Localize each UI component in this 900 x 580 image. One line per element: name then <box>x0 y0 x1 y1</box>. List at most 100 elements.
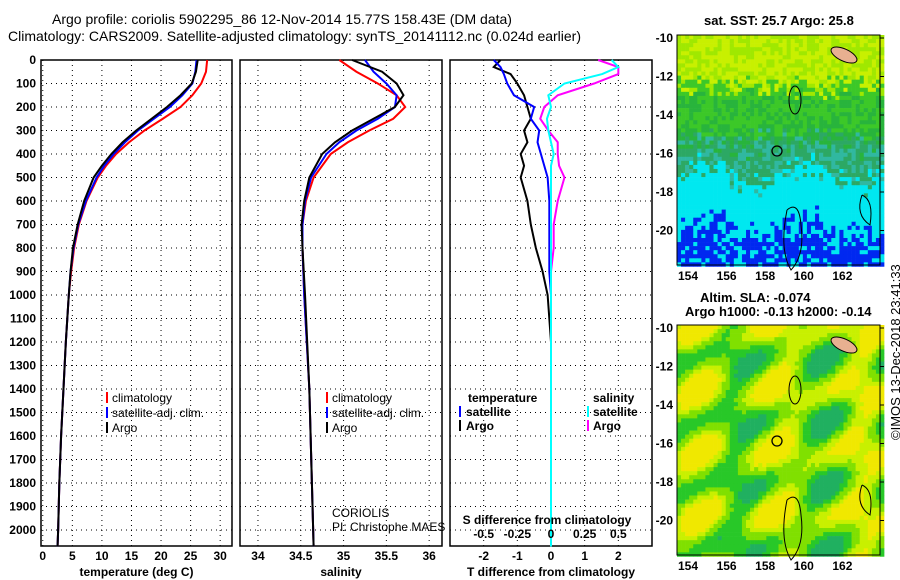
map-cell <box>729 471 735 476</box>
map-cell <box>839 463 844 468</box>
map-cell <box>766 132 771 137</box>
map-cell <box>790 438 796 444</box>
map-cell <box>863 112 869 117</box>
map-cell <box>819 87 824 93</box>
map-cell <box>733 128 739 133</box>
map-cell <box>705 95 710 101</box>
map-cell <box>754 402 759 407</box>
map-cell <box>713 349 718 354</box>
map-cell <box>746 99 751 105</box>
map-cell <box>685 124 690 129</box>
map-cell <box>778 254 783 259</box>
map-cell <box>729 450 735 456</box>
map-cell <box>758 124 763 129</box>
map-cell <box>802 345 808 350</box>
map-cell <box>819 128 824 133</box>
map-cell <box>815 254 820 259</box>
map-cell <box>766 389 771 395</box>
map-cell <box>693 430 698 435</box>
map-cell <box>774 35 779 40</box>
map-cell <box>750 193 755 198</box>
map-cell <box>802 193 808 198</box>
map-cell <box>859 221 865 227</box>
map-cell <box>741 369 747 375</box>
map-cell <box>701 353 706 358</box>
map-cell <box>798 434 804 439</box>
map-cell <box>750 112 755 117</box>
map-cell <box>741 193 747 198</box>
map-cell <box>786 398 791 403</box>
map-cell <box>746 124 751 129</box>
map-cell <box>754 467 759 472</box>
map-cell <box>754 168 759 174</box>
map-cell <box>717 246 722 251</box>
map-cell <box>831 438 836 444</box>
map-cell <box>827 193 832 198</box>
map-cell <box>835 361 840 366</box>
map-cell <box>766 471 771 476</box>
map-cell <box>810 325 816 330</box>
map-cell <box>733 418 739 423</box>
map-cell <box>737 246 743 251</box>
map-cell <box>794 87 800 93</box>
map-cell <box>810 410 816 415</box>
map-cell <box>685 442 690 448</box>
map-cell <box>880 373 885 379</box>
map-cell <box>685 156 690 162</box>
map-cell <box>794 414 800 419</box>
map-cell <box>685 402 690 407</box>
map-cell <box>697 345 702 350</box>
map-cell <box>847 233 852 239</box>
map-cell <box>794 357 800 362</box>
map-cell <box>847 87 852 93</box>
map-cell <box>815 164 820 170</box>
map-cell <box>871 87 877 93</box>
map-cell <box>774 152 779 158</box>
map-cell <box>819 181 824 186</box>
map-cell <box>855 120 860 125</box>
map-cell <box>855 329 860 334</box>
map-cell <box>786 242 791 247</box>
map-cell <box>815 217 820 223</box>
map-cell <box>823 353 828 358</box>
map-cell <box>689 173 694 178</box>
map-cell <box>794 353 800 358</box>
map-cell <box>867 402 873 407</box>
map-cell <box>855 201 860 206</box>
map-cell <box>778 394 783 399</box>
map-cell <box>867 156 873 162</box>
map-cell <box>835 353 840 358</box>
map-cell <box>693 385 698 391</box>
map-cell <box>701 112 706 117</box>
map-cell <box>815 136 820 141</box>
map-cell <box>855 47 860 52</box>
map-cell <box>867 325 873 330</box>
map-cell <box>746 426 751 431</box>
map-cell <box>717 345 722 350</box>
map-cell <box>737 458 743 464</box>
map-cell <box>701 349 706 354</box>
map-cell <box>855 221 860 227</box>
map-cell <box>754 254 759 259</box>
map-cell <box>705 369 710 375</box>
map-cell <box>721 450 727 456</box>
map-cell <box>770 39 775 44</box>
map-cell <box>701 160 706 166</box>
map-cell <box>697 168 702 174</box>
map-cell <box>701 345 706 350</box>
map-cell <box>835 225 840 231</box>
map-cell <box>721 124 727 129</box>
map-cell <box>806 369 812 375</box>
map-cell <box>798 410 804 415</box>
map-cell <box>721 201 727 206</box>
map-cell <box>790 75 796 80</box>
map-cell <box>859 446 865 452</box>
map-cell <box>758 173 763 178</box>
map-cell <box>802 357 808 362</box>
map-cell <box>819 325 824 330</box>
map-cell <box>754 148 759 154</box>
map-cell <box>802 213 808 218</box>
map-cell <box>693 422 698 427</box>
map-cell <box>863 164 869 170</box>
map-cell <box>843 454 848 460</box>
